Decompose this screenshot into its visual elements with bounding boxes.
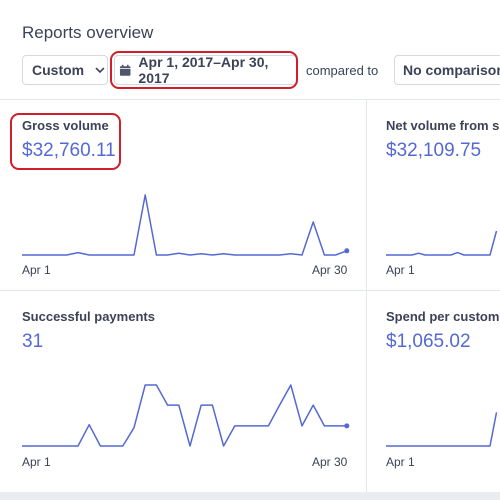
series-line: [386, 412, 498, 447]
successful-payments-chart: [22, 384, 350, 447]
toolbar-divider: [0, 99, 500, 100]
page-title: Reports overview: [22, 23, 154, 42]
axis-start-label: Apr 1: [386, 455, 415, 469]
series-line: [386, 230, 498, 256]
last-point-marker: [344, 423, 350, 429]
range-select-label: Custom: [32, 62, 85, 78]
series-line: [22, 194, 348, 256]
spend-per-customer-chart: [386, 412, 498, 447]
date-range-button[interactable]: Apr 1, 2017–Apr 30, 2017: [114, 54, 297, 86]
range-select[interactable]: Custom: [22, 55, 108, 85]
gross-volume-chart: [22, 194, 350, 256]
calendar-icon: [119, 64, 131, 76]
comparison-select[interactable]: No comparison: [394, 55, 500, 85]
axis-start-label: Apr 1: [22, 455, 51, 469]
comparison-select-label: No comparison: [403, 62, 500, 78]
last-point-marker: [344, 248, 350, 254]
chevron-down-icon: [95, 67, 105, 74]
card-label: Gross volume: [22, 118, 109, 133]
card-value: 31: [22, 331, 44, 352]
date-range-highlight: [110, 51, 298, 89]
card-label: Spend per custom: [386, 309, 500, 324]
net-volume-chart: [386, 230, 498, 256]
card-label: Net volume from s: [386, 118, 500, 133]
card-value: $32,109.75: [386, 140, 482, 161]
series-line: [22, 384, 347, 447]
compared-to-label: compared to: [306, 63, 379, 78]
axis-start-label: Apr 1: [386, 263, 415, 277]
card-row-divider: [0, 290, 500, 291]
card-label: Successful payments: [22, 309, 155, 324]
card-column-divider: [366, 99, 367, 492]
date-range-label: Apr 1, 2017–Apr 30, 2017: [138, 54, 269, 86]
card-value: $32,760.11: [22, 140, 116, 161]
axis-end-label: Apr 30: [312, 263, 348, 277]
axis-start-label: Apr 1: [22, 263, 51, 277]
axis-end-label: Apr 30: [312, 455, 348, 469]
gross-volume-highlight: [10, 113, 121, 170]
card-value: $1,065.02: [386, 331, 471, 352]
